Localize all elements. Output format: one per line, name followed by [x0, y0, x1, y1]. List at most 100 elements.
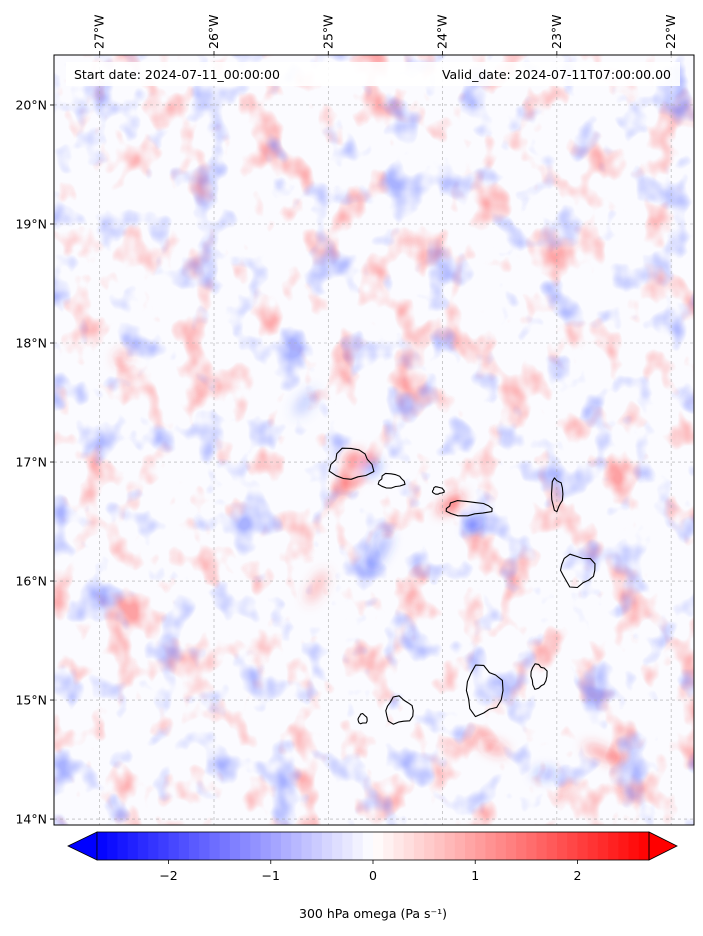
colorbar-extend-low: [67, 831, 98, 861]
omega-feature: [363, 461, 380, 475]
colorbar-level: [270, 832, 282, 860]
colorbar-level: [178, 832, 190, 860]
map-frame: [53, 54, 695, 826]
colorbar-level: [424, 832, 435, 860]
colorbar-level: [618, 832, 630, 860]
omega-feature: [533, 769, 558, 778]
colorbar-level: [240, 832, 251, 860]
omega-feature: [368, 533, 391, 569]
colorbar-level: [281, 832, 292, 860]
colorbar-level: [597, 832, 609, 860]
island-coastline: [445, 500, 493, 517]
island-coastline: [465, 664, 504, 718]
island-coastline: [328, 447, 375, 480]
island-coastline: [431, 486, 445, 495]
colorbar-level: [454, 832, 466, 860]
colorbar-level: [465, 832, 476, 860]
colorbar-level: [434, 832, 446, 860]
colorbar-level: [158, 832, 170, 860]
omega-feature: [294, 389, 317, 416]
colorbar-level: [413, 832, 425, 860]
colorbar-level: [546, 832, 558, 860]
colorbar-tick-label: 2: [573, 868, 581, 883]
lat-tick-label: 19°N: [15, 216, 47, 231]
colorbar-level: [219, 832, 231, 860]
island-coastline: [559, 553, 596, 589]
omega-field: [54, 55, 694, 825]
colorbar-extend-high: [648, 831, 678, 861]
colorbar: −2 −1 0 1 2 300 hPa omega (Pa s⁻¹): [67, 831, 678, 921]
omega-negative-field: [54, 55, 694, 825]
colorbar-tick-label: 0: [369, 868, 377, 883]
omega-feature: [466, 516, 483, 532]
island-coastline: [377, 472, 406, 489]
lat-tick-label: 17°N: [15, 455, 47, 470]
island-coastline: [385, 695, 414, 725]
colorbar-level: [250, 832, 262, 860]
colorbar-level: [229, 832, 241, 860]
latitude-ticks: 14°N 15°N 16°N 17°N 18°N 19°N 20°N: [15, 97, 54, 827]
colorbar-level: [577, 832, 589, 860]
colorbar-level: [505, 832, 517, 860]
colorbar-level: [567, 832, 579, 860]
colorbar-level: [127, 832, 139, 860]
lon-tick-label: 22°W: [663, 14, 678, 49]
colorbar-level: [475, 832, 487, 860]
lat-tick-label: 14°N: [15, 812, 47, 827]
colorbar-level: [373, 832, 384, 860]
valid-date-label: Valid_date: 2024-07-11T07:00:00.00: [442, 67, 671, 82]
colorbar-tick-label: −2: [159, 868, 177, 883]
omega-feature: [344, 452, 363, 467]
colorbar-level: [301, 832, 313, 860]
colorbar-level: [608, 832, 619, 860]
island-coastline: [357, 712, 368, 725]
omega-feature: [115, 351, 130, 364]
lon-tick-label: 25°W: [320, 14, 335, 49]
colorbar-level: [393, 832, 405, 860]
omega-feature: [338, 477, 353, 490]
colorbar-level: [485, 832, 497, 860]
lat-tick-label: 20°N: [15, 97, 47, 112]
colorbar-level: [137, 832, 149, 860]
colorbar-level: [495, 832, 507, 860]
colorbar-level: [628, 832, 640, 860]
colorbar-level: [638, 832, 650, 860]
colorbar-level: [536, 832, 548, 860]
colorbar-level: [332, 832, 343, 860]
lat-tick-label: 18°N: [15, 336, 47, 351]
coastlines: [328, 447, 596, 725]
colorbar-level: [107, 832, 119, 860]
start-date-label: Start date: 2024-07-11_00:00:00: [74, 67, 280, 82]
colorbar-level: [526, 832, 538, 860]
lon-tick-label: 27°W: [92, 14, 107, 49]
island-coastline: [530, 663, 548, 690]
colorbar-level: [199, 832, 211, 860]
colorbar-level: [516, 832, 527, 860]
colorbar-level: [352, 832, 364, 860]
omega-feature: [584, 744, 621, 763]
lat-tick-label: 15°N: [15, 693, 47, 708]
colorbar-label: 300 hPa omega (Pa s⁻¹): [299, 906, 447, 921]
colorbar-level: [260, 832, 272, 860]
omega-feature: [306, 571, 327, 603]
lon-tick-label: 26°W: [206, 14, 221, 49]
colorbar-level: [311, 832, 323, 860]
island-coastline: [550, 477, 564, 513]
colorbar-level: [148, 832, 159, 860]
colorbar-tick-label: 1: [471, 868, 479, 883]
info-box: [66, 62, 680, 86]
colorbar-level: [291, 832, 303, 860]
colorbar-level: [189, 832, 200, 860]
colorbar-level: [557, 832, 568, 860]
strong-omega-features: [115, 351, 621, 778]
colorbar-level: [403, 832, 415, 860]
colorbar-level: [321, 832, 333, 860]
colorbar-level: [444, 832, 456, 860]
colorbar-level: [117, 832, 129, 860]
colorbar-level: [209, 832, 221, 860]
colorbar-level: [342, 832, 354, 860]
colorbar-level: [587, 832, 599, 860]
lon-tick-label: 23°W: [549, 14, 564, 49]
longitude-ticks: 27°W 26°W 25°W 24°W 23°W 22°W: [92, 14, 678, 55]
